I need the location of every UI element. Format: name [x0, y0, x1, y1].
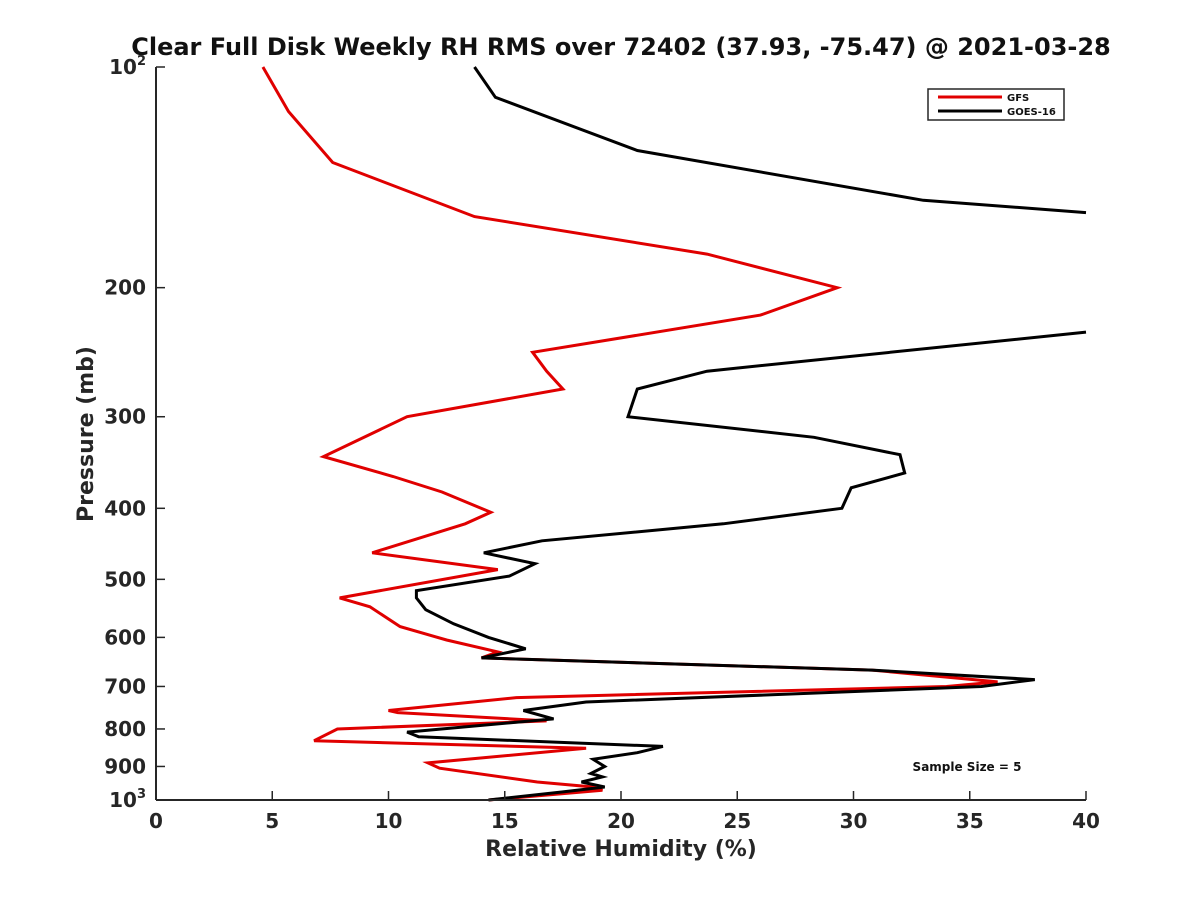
y-tick-label: 600: [104, 625, 146, 649]
y-tick-label: 200: [104, 276, 146, 300]
y-tick-label: 300: [104, 405, 146, 429]
sample-size-annotation: Sample Size = 5: [913, 760, 1022, 774]
x-tick-label: 40: [1072, 809, 1100, 833]
x-tick-label: 25: [723, 809, 751, 833]
series-line-gfs: [261, 66, 998, 802]
plot-background: [156, 67, 1086, 800]
y-tick-label: 900: [104, 754, 146, 778]
x-tick-label: 30: [840, 809, 868, 833]
y-tick-label: 700: [104, 674, 146, 698]
y-tick-label: 103: [109, 787, 146, 812]
x-ticks: 0 5 10 15 20 25 30 35 40: [149, 791, 1100, 833]
series-line-goes16-segment-1: [473, 66, 1087, 215]
x-tick-label: 35: [956, 809, 984, 833]
chart-title: Clear Full Disk Weekly RH RMS over 72402…: [131, 33, 1111, 61]
x-tick-label: 20: [607, 809, 635, 833]
y-tick-label: 102: [109, 54, 146, 79]
x-tick-label: 0: [149, 809, 163, 833]
legend-label-gfs: GFS: [1007, 93, 1029, 104]
plot-area: [156, 67, 1086, 800]
x-axis-label: Relative Humidity (%): [485, 837, 757, 862]
legend-box: [927, 88, 1065, 121]
legend-label-goes16: GOES-16: [1007, 107, 1056, 118]
x-tick-label: 10: [375, 809, 403, 833]
y-tick-label: 800: [104, 717, 146, 741]
series-line-goes16-segment-2: [406, 330, 1087, 802]
y-tick-label: 500: [104, 567, 146, 591]
series-layer: [261, 66, 1087, 802]
y-axis-label: Pressure (mb): [74, 346, 99, 522]
y-tick-label: 400: [104, 496, 146, 520]
x-tick-label: 5: [265, 809, 279, 833]
y-ticks: 102 200 300 400 500 600 700 800 900 103: [104, 54, 165, 812]
legend: GFS GOES-16: [927, 88, 1065, 121]
x-tick-label: 15: [491, 809, 519, 833]
